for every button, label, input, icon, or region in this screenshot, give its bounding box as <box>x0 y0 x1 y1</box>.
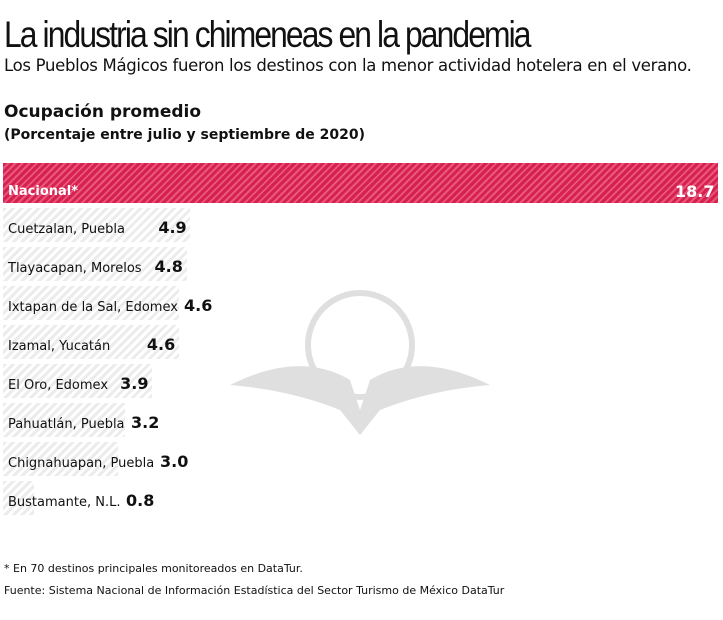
footnote: * En 70 destinos principales monitoreado… <box>4 562 303 575</box>
value-label: 0.8 <box>126 491 155 510</box>
bar-label: Izamal, Yucatán <box>8 339 111 354</box>
bar-label: Ixtapan de la Sal, Edomex <box>8 300 178 315</box>
value-label: 4.6 <box>146 335 176 354</box>
bar-label: Bustamante, N.L. <box>8 495 121 510</box>
bar-2 <box>3 247 187 281</box>
section-subheading: (Porcentaje entre julio y septiembre de … <box>4 127 366 143</box>
value-label: 3.2 <box>131 413 160 432</box>
bar-8 <box>3 481 34 515</box>
chart-subtitle: Los Pueblos Mágicos fueron los destinos … <box>4 56 692 75</box>
bar-4 <box>3 325 179 359</box>
bar-label: Cuetzalan, Puebla <box>8 222 125 237</box>
bar-5 <box>3 364 153 398</box>
value-label: 4.8 <box>154 257 183 276</box>
section-heading: Ocupación promedio <box>4 102 202 122</box>
bar-1 <box>3 208 191 242</box>
value-label: 3.0 <box>160 452 189 471</box>
bar-3 <box>3 286 179 320</box>
bar-label: Pahuatlán, Puebla <box>8 417 125 432</box>
bar-label: Tlayacapan, Morelos <box>8 261 142 276</box>
bar-0 <box>3 163 718 203</box>
value-label: 4.6 <box>184 296 213 315</box>
value-label: 18.7 <box>675 182 715 201</box>
value-label: 3.9 <box>120 374 149 393</box>
bar-6 <box>3 403 126 437</box>
bar-7 <box>3 442 118 476</box>
bar-label: El Oro, Edomex <box>8 378 109 393</box>
bar-label: Chignahuapan, Puebla <box>8 456 155 471</box>
eagle-emblem-watermark <box>230 290 490 435</box>
source-note: Fuente: Sistema Nacional de Información … <box>4 584 505 597</box>
chart-title: La industria sin chimeneas en la pandemi… <box>4 14 532 55</box>
value-label: 4.9 <box>158 218 187 237</box>
bar-label: Nacional* <box>8 184 79 199</box>
